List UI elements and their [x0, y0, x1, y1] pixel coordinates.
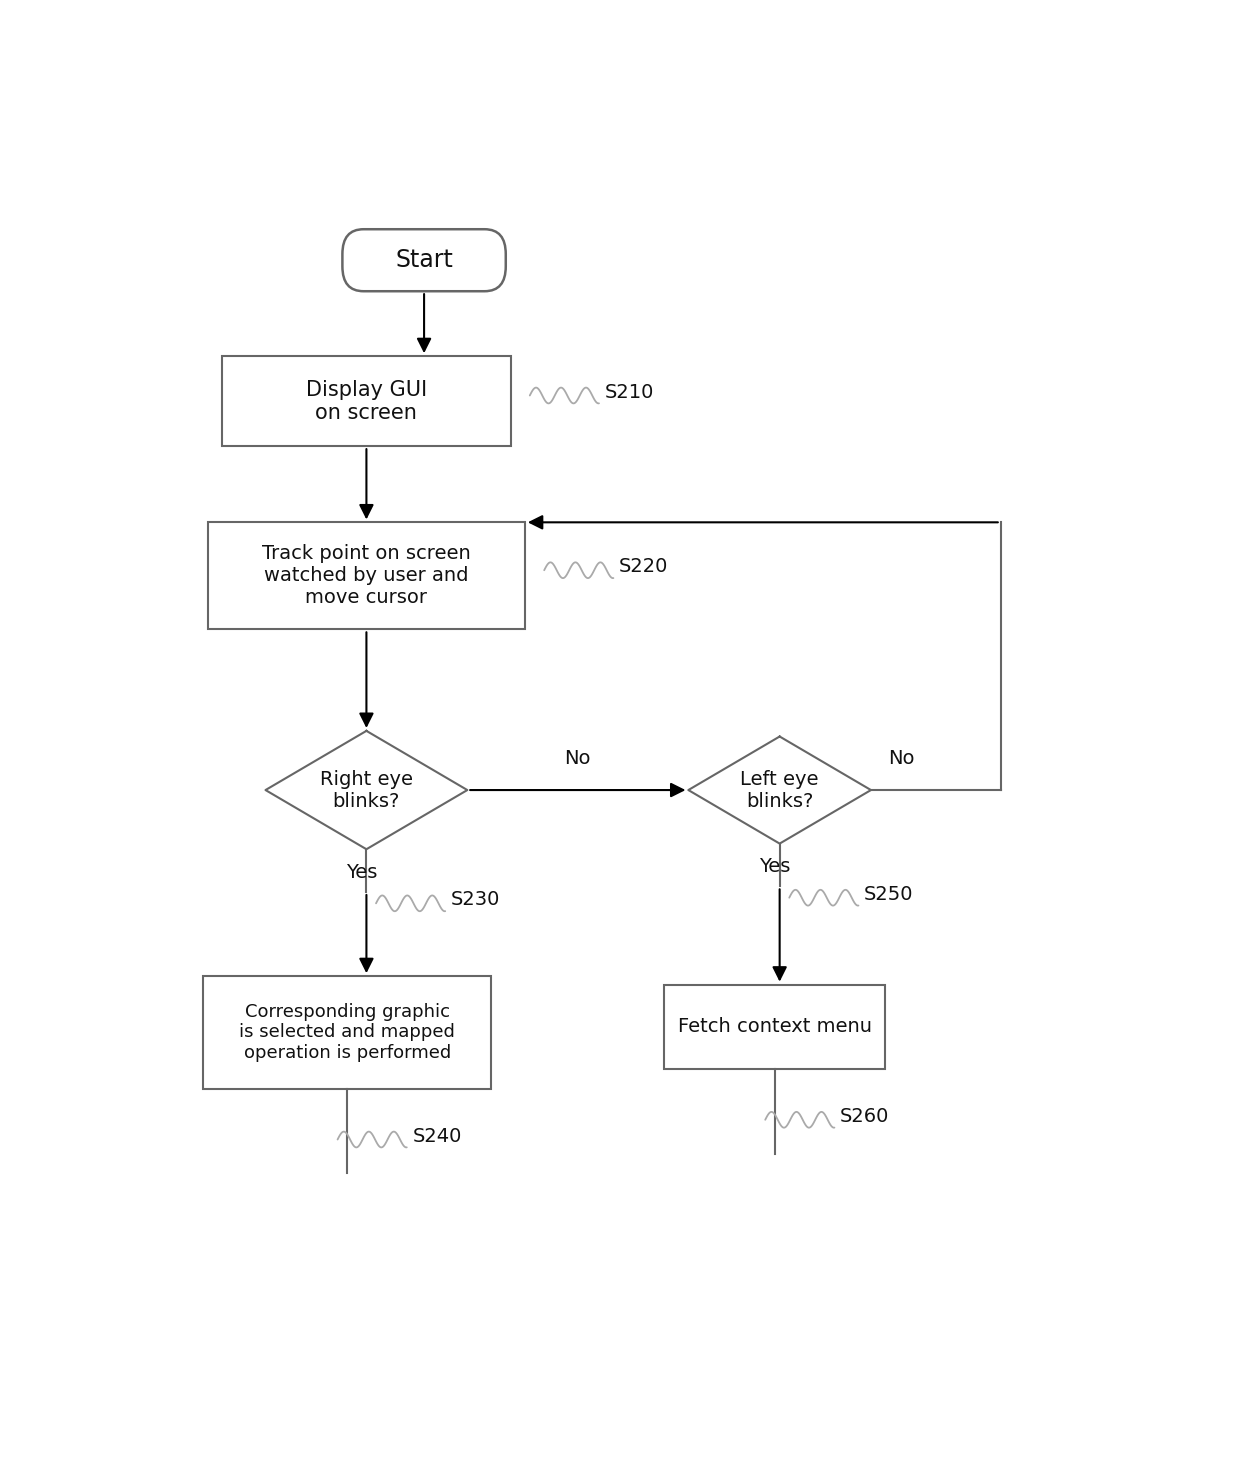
Text: S230: S230 [451, 890, 501, 909]
Text: Yes: Yes [346, 862, 377, 881]
Text: Fetch context menu: Fetch context menu [678, 1017, 872, 1037]
Text: Start: Start [396, 249, 453, 272]
Text: Track point on screen
watched by user and
move cursor: Track point on screen watched by user an… [262, 545, 471, 608]
Text: S250: S250 [864, 884, 914, 903]
Text: Left eye
blinks?: Left eye blinks? [740, 770, 818, 811]
Text: Right eye
blinks?: Right eye blinks? [320, 770, 413, 811]
Text: S210: S210 [605, 382, 655, 401]
Text: Display GUI
on screen: Display GUI on screen [306, 379, 427, 423]
Text: No: No [888, 748, 915, 767]
Text: S260: S260 [841, 1107, 889, 1126]
Text: Yes: Yes [759, 856, 791, 875]
Bar [665, 984, 885, 1069]
Text: Corresponding graphic
is selected and mapped
operation is performed: Corresponding graphic is selected and ma… [239, 1003, 455, 1063]
Text: S240: S240 [413, 1127, 463, 1146]
Bar [208, 523, 525, 630]
Bar [222, 356, 511, 447]
Bar [203, 976, 491, 1089]
Text: S220: S220 [619, 558, 668, 577]
Text: No: No [564, 748, 591, 767]
FancyBboxPatch shape [342, 230, 506, 291]
